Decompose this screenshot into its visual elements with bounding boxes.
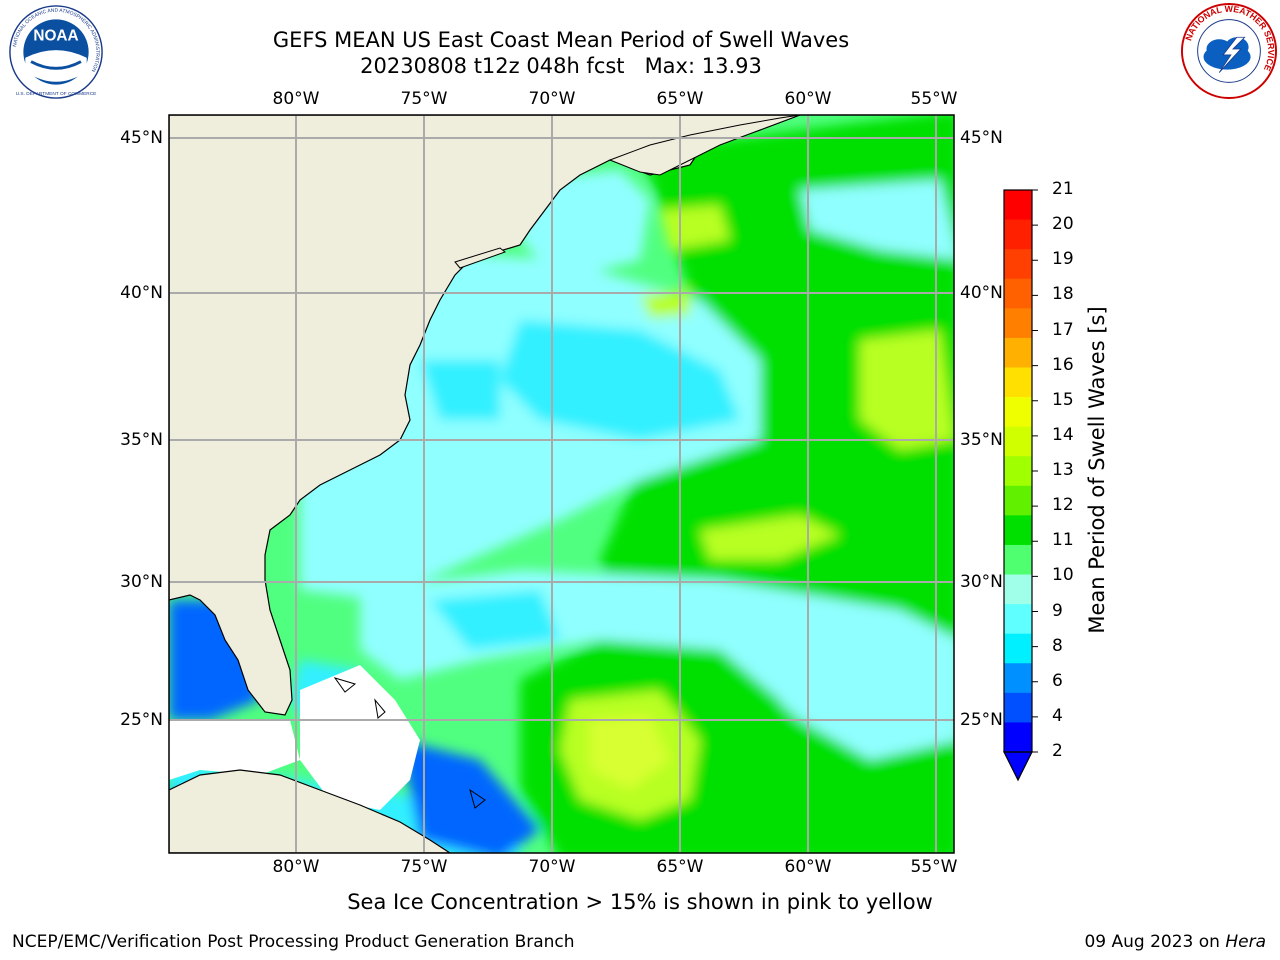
lon-tick-bottom: 70°W bbox=[528, 857, 576, 877]
lon-tick-bottom: 75°W bbox=[400, 857, 448, 877]
colorbar-segment bbox=[1004, 633, 1032, 664]
colorbar-segment bbox=[1004, 337, 1032, 368]
lon-tick-top: 80°W bbox=[272, 89, 320, 109]
colorbar-tick-label: 20 bbox=[1052, 214, 1074, 235]
lat-tick-left: 35°N bbox=[120, 430, 163, 450]
lon-tick-bottom: 55°W bbox=[910, 857, 958, 877]
colorbar-extend-arrow bbox=[1003, 751, 1033, 782]
lon-tick-top: 70°W bbox=[528, 89, 576, 109]
map-field bbox=[169, 115, 954, 853]
colorbar bbox=[1003, 189, 1038, 782]
colorbar-segment bbox=[1004, 278, 1032, 309]
colorbar-segment bbox=[1004, 692, 1032, 723]
lat-tick-right: 40°N bbox=[960, 283, 1003, 303]
lat-tick-left: 40°N bbox=[120, 283, 163, 303]
colorbar-segment bbox=[1004, 190, 1032, 221]
colorbar-tick-label: 10 bbox=[1052, 565, 1074, 586]
lon-tick-top: 55°W bbox=[910, 89, 958, 109]
colorbar-segment bbox=[1004, 604, 1032, 635]
lon-tick-top: 65°W bbox=[656, 89, 704, 109]
lon-tick-bottom: 60°W bbox=[784, 857, 832, 877]
colorbar-segment bbox=[1004, 249, 1032, 280]
colorbar-tick-label: 11 bbox=[1052, 530, 1074, 551]
lat-tick-left: 45°N bbox=[120, 128, 163, 148]
colorbar-segment bbox=[1004, 308, 1032, 339]
colorbar-segment bbox=[1004, 722, 1032, 753]
colorbar-tick-label: 13 bbox=[1052, 460, 1074, 480]
footer-date: 09 Aug 2023 on Hera bbox=[1084, 932, 1266, 952]
colorbar-tick-label: 21 bbox=[1052, 179, 1074, 199]
colorbar-tick-label: 19 bbox=[1052, 249, 1074, 270]
lon-tick-bottom: 65°W bbox=[656, 857, 704, 877]
colorbar-tick-label: 6 bbox=[1052, 670, 1063, 691]
nws-logo: NATIONAL WEATHER SERVICE bbox=[1180, 2, 1278, 100]
colorbar-tick-label: 9 bbox=[1052, 600, 1063, 621]
colorbar-segment bbox=[1004, 663, 1032, 694]
chart-title: GEFS MEAN US East Coast Mean Period of S… bbox=[272, 28, 850, 52]
lat-tick-left: 25°N bbox=[120, 710, 163, 730]
lon-tick-top: 60°W bbox=[784, 89, 832, 109]
colorbar-label: Mean Period of Swell Waves [s] bbox=[1085, 306, 1109, 634]
colorbar-tick-label: 8 bbox=[1052, 635, 1063, 656]
colorbar-segment bbox=[1004, 219, 1032, 250]
colorbar-tick-label: 16 bbox=[1052, 354, 1074, 375]
lat-tick-right: 45°N bbox=[960, 128, 1003, 148]
colorbar-segment bbox=[1004, 397, 1032, 428]
map-gridlines bbox=[169, 115, 954, 853]
colorbar-tick-label: 4 bbox=[1052, 705, 1063, 726]
map-frame bbox=[168, 114, 955, 854]
sea-ice-note: Sea Ice Concentration > 15% is shown in … bbox=[347, 890, 933, 914]
svg-text:U.S. DEPARTMENT OF COMMERCE: U.S. DEPARTMENT OF COMMERCE bbox=[16, 91, 97, 97]
lat-tick-left: 30°N bbox=[120, 572, 163, 592]
footer-date-text: 09 Aug 2023 on bbox=[1084, 932, 1226, 952]
colorbar-tick-label: 17 bbox=[1052, 319, 1074, 340]
colorbar-tick-label: 15 bbox=[1052, 389, 1074, 410]
colorbar-segment bbox=[1004, 544, 1032, 576]
colorbar-tick-label: 2 bbox=[1052, 741, 1063, 761]
footer-machine: Hera bbox=[1225, 932, 1266, 952]
noaa-logo: NOAA NATIONAL OCEANIC AND ATMOSPHERIC AD… bbox=[9, 5, 103, 99]
footer-credit: NCEP/EMC/Verification Post Processing Pr… bbox=[12, 932, 575, 952]
lon-tick-top: 75°W bbox=[400, 89, 448, 109]
colorbar-tick-label: 14 bbox=[1052, 424, 1074, 445]
colorbar-segment bbox=[1004, 574, 1032, 605]
colorbar-segment bbox=[1004, 456, 1032, 487]
lat-tick-right: 30°N bbox=[960, 572, 1003, 592]
colorbar-segment bbox=[1004, 426, 1032, 457]
colorbar-segment bbox=[1004, 367, 1032, 398]
colorbar-segment bbox=[1004, 515, 1032, 546]
chart-subtitle: 20230808 t12z 048h fcst Max: 13.93 bbox=[360, 54, 762, 78]
noaa-logo-text: NOAA bbox=[33, 27, 78, 44]
colorbar-tick-label: 12 bbox=[1052, 495, 1074, 516]
lat-tick-right: 25°N bbox=[960, 710, 1003, 730]
lat-tick-right: 35°N bbox=[960, 430, 1003, 450]
colorbar-tick-label: 18 bbox=[1052, 284, 1074, 305]
colorbar-segment bbox=[1004, 485, 1032, 516]
lon-tick-bottom: 80°W bbox=[272, 857, 320, 877]
